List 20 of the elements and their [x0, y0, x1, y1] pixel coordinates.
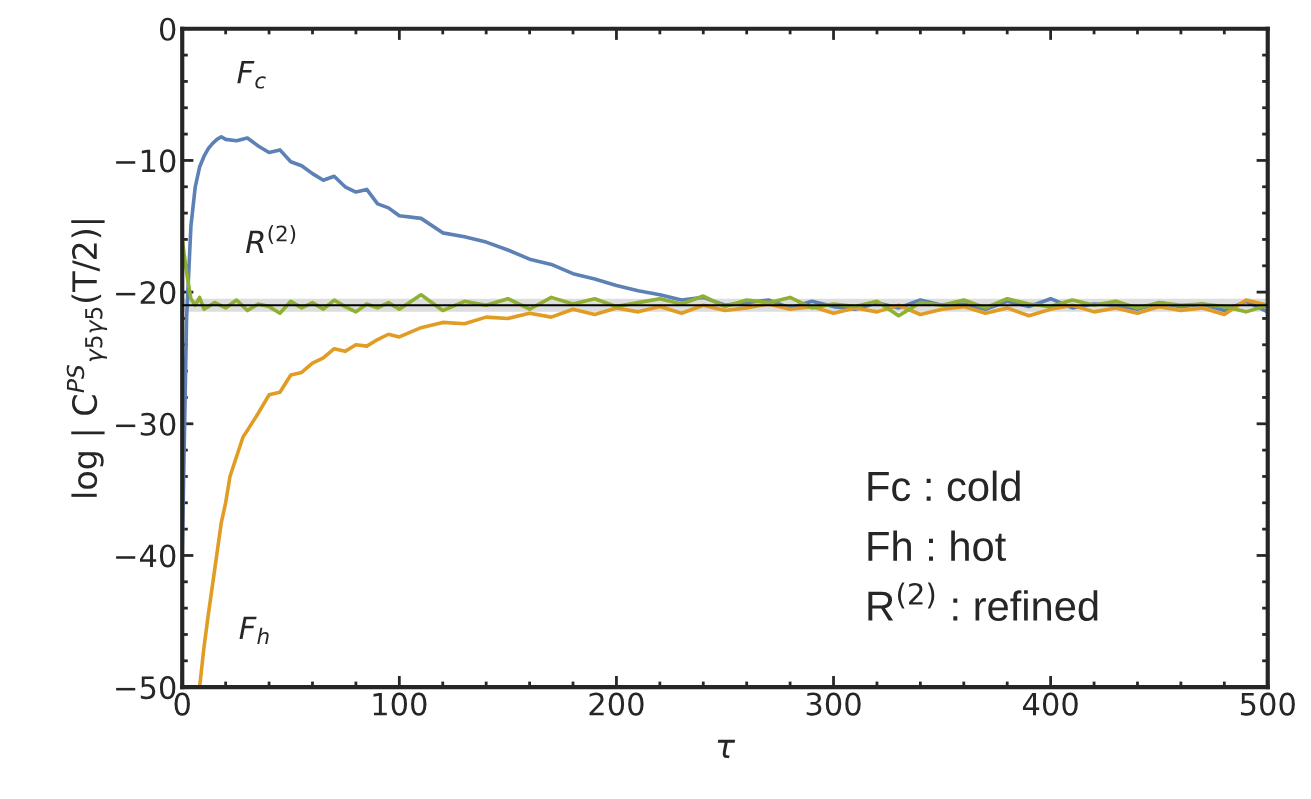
- y-tick-label: 0: [159, 17, 176, 41]
- annotation: R$^{(2)}$: [246, 225, 296, 253]
- annotation: F$_{c}$: [237, 60, 266, 89]
- annotation: F$_{h}$: [239, 616, 269, 644]
- x-tick-label: 100: [373, 692, 427, 716]
- x-tick-label: 300: [806, 692, 861, 716]
- x-tick-label: 200: [589, 692, 644, 716]
- x-axis-title: τ: [717, 739, 736, 759]
- y-tick-label: −40: [116, 544, 176, 568]
- y-axis-title: log | C$^{PS}$$_{γ5γ5}$(T/2)|: [66, 220, 108, 497]
- y-tick-label: −30: [116, 412, 176, 436]
- y-tick-label: −20: [116, 281, 176, 305]
- annotation: R$^{(2)}$ : refined: [868, 582, 1098, 621]
- line-series: [197, 298, 1268, 688]
- annotation: Fh : hot: [868, 530, 1006, 562]
- annotation: Fc : cold: [868, 470, 1020, 502]
- y-tick-label: −50: [116, 676, 176, 700]
- x-tick-label: 500: [1240, 692, 1295, 716]
- x-tick-label: 400: [1022, 692, 1078, 716]
- y-tick-label: −10: [116, 149, 176, 173]
